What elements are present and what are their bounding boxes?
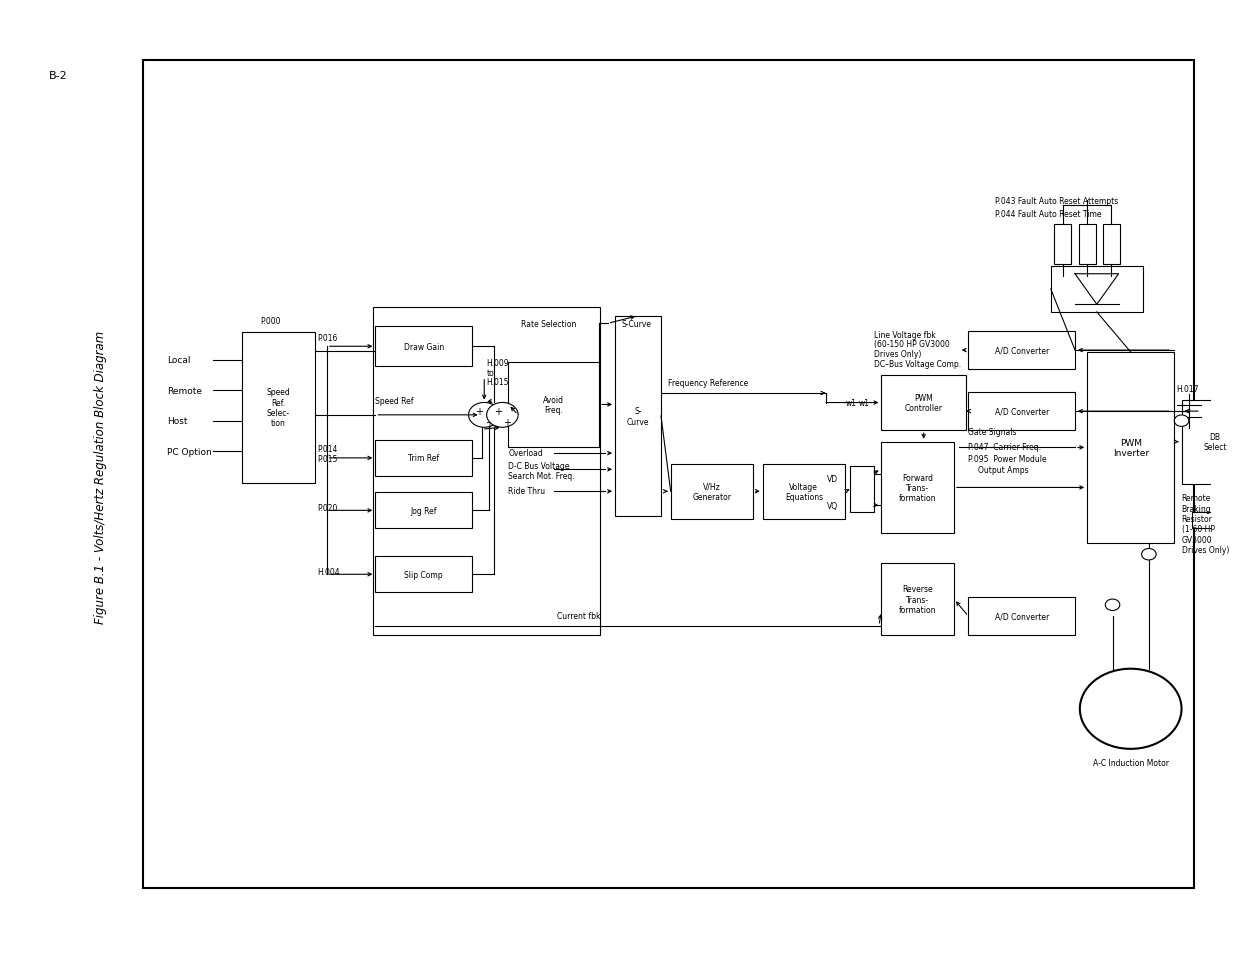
Bar <box>509 362 599 448</box>
Text: Figure B.1 - Volts/Hertz Regulation Block Diagram: Figure B.1 - Volts/Hertz Regulation Bloc… <box>94 330 107 623</box>
Text: H.015: H.015 <box>487 378 509 387</box>
Text: P.016: P.016 <box>317 335 337 343</box>
Circle shape <box>1079 669 1182 749</box>
Text: Local: Local <box>167 355 190 365</box>
Bar <box>882 375 966 431</box>
Text: Voltage
Equations: Voltage Equations <box>784 482 823 501</box>
Circle shape <box>1174 416 1189 427</box>
Bar <box>375 493 472 529</box>
Bar <box>373 308 600 636</box>
Text: +: + <box>485 418 493 428</box>
Circle shape <box>1105 599 1120 611</box>
Text: to: to <box>487 369 494 377</box>
Text: +: + <box>494 407 501 416</box>
Bar <box>1051 267 1142 313</box>
Text: +: + <box>503 418 511 428</box>
Text: Ride Thru: Ride Thru <box>509 487 546 496</box>
Text: P.047  Carrier Freq.: P.047 Carrier Freq. <box>968 443 1041 452</box>
Text: Forward
Trans-
formation: Forward Trans- formation <box>899 473 936 503</box>
Bar <box>671 464 753 519</box>
Text: VD: VD <box>827 475 839 484</box>
Text: +: + <box>475 407 483 416</box>
Text: DB
Select: DB Select <box>1203 433 1226 452</box>
Bar <box>1103 225 1120 265</box>
Text: P.015: P.015 <box>317 455 337 463</box>
Circle shape <box>487 403 519 428</box>
Text: P.095  Power Module: P.095 Power Module <box>968 455 1047 463</box>
Text: V/Hz
Generator: V/Hz Generator <box>693 482 731 501</box>
Text: Output Amps: Output Amps <box>978 466 1029 475</box>
Text: Speed
Ref.
Selec-
tion: Speed Ref. Selec- tion <box>267 388 290 428</box>
Bar <box>1055 225 1072 265</box>
Text: Search Mot. Freq.: Search Mot. Freq. <box>509 472 576 480</box>
Bar <box>375 557 472 593</box>
Bar <box>375 327 472 367</box>
Text: A-C Induction Motor: A-C Induction Motor <box>1093 759 1168 767</box>
Text: Draw Gain: Draw Gain <box>404 342 443 352</box>
Bar <box>968 598 1074 636</box>
Text: w1: w1 <box>858 398 869 408</box>
Text: Slip Comp: Slip Comp <box>404 570 443 579</box>
Text: Reverse
Trans-
formation: Reverse Trans- formation <box>899 584 936 615</box>
Text: H.017: H.017 <box>1177 385 1199 394</box>
Text: P.000: P.000 <box>261 317 280 326</box>
Text: PC Option: PC Option <box>167 447 212 456</box>
Text: Frequency Reference: Frequency Reference <box>668 379 748 388</box>
Text: P.044 Fault Auto Reset Time: P.044 Fault Auto Reset Time <box>995 211 1102 219</box>
Text: S-
Curve: S- Curve <box>626 407 650 426</box>
Bar <box>882 442 953 534</box>
Bar <box>615 316 661 517</box>
Text: Drives Only): Drives Only) <box>874 350 921 358</box>
Text: Rate Selection: Rate Selection <box>521 320 576 329</box>
Text: Overload: Overload <box>509 449 543 457</box>
Text: Remote
Braking
Resistor
(1-60 HP
GV3000
Drives Only): Remote Braking Resistor (1-60 HP GV3000 … <box>1182 494 1229 555</box>
Bar <box>1078 225 1095 265</box>
Bar <box>242 333 315 483</box>
Text: Current fbk: Current fbk <box>557 612 600 620</box>
Text: Trim Ref: Trim Ref <box>408 454 440 463</box>
Text: H.004: H.004 <box>317 568 340 577</box>
Text: D-C Bus Voltage: D-C Bus Voltage <box>509 462 569 471</box>
Text: S-Curve: S-Curve <box>621 320 652 329</box>
Text: PWM
Controller: PWM Controller <box>905 394 942 413</box>
Text: A/D Converter: A/D Converter <box>994 346 1049 355</box>
Circle shape <box>1141 549 1156 560</box>
Text: Remote: Remote <box>167 386 203 395</box>
Text: (60-150 HP GV3000: (60-150 HP GV3000 <box>874 340 950 349</box>
Text: P.043 Fault Auto Reset Attempts: P.043 Fault Auto Reset Attempts <box>995 197 1119 206</box>
Text: DC–Bus Voltage Comp.: DC–Bus Voltage Comp. <box>874 360 961 369</box>
Bar <box>1087 353 1174 543</box>
Bar <box>968 393 1074 431</box>
Text: Speed Ref: Speed Ref <box>375 396 414 406</box>
Circle shape <box>468 403 500 428</box>
Text: VQ: VQ <box>827 501 839 511</box>
Bar <box>850 467 874 513</box>
Text: H.009: H.009 <box>487 359 509 368</box>
Text: P.020: P.020 <box>317 504 337 513</box>
Text: P.014: P.014 <box>317 445 337 454</box>
Text: Jog Ref: Jog Ref <box>410 506 437 516</box>
Text: A/D Converter: A/D Converter <box>994 407 1049 416</box>
Bar <box>1182 400 1235 484</box>
Bar <box>882 563 953 636</box>
Bar <box>968 332 1074 370</box>
Bar <box>1192 513 1235 528</box>
Bar <box>143 61 1194 888</box>
Text: Gate Signals: Gate Signals <box>968 428 1016 436</box>
Bar <box>375 440 472 476</box>
Text: Host: Host <box>167 416 188 426</box>
Text: PWM
Inverter: PWM Inverter <box>1113 438 1149 457</box>
Text: Line Voltage fbk: Line Voltage fbk <box>874 331 936 339</box>
Text: B-2: B-2 <box>48 71 68 81</box>
Bar <box>763 464 845 519</box>
Text: Avoid
Freq.: Avoid Freq. <box>543 395 564 415</box>
Text: A/D Converter: A/D Converter <box>994 612 1049 621</box>
Text: w1: w1 <box>846 398 857 408</box>
